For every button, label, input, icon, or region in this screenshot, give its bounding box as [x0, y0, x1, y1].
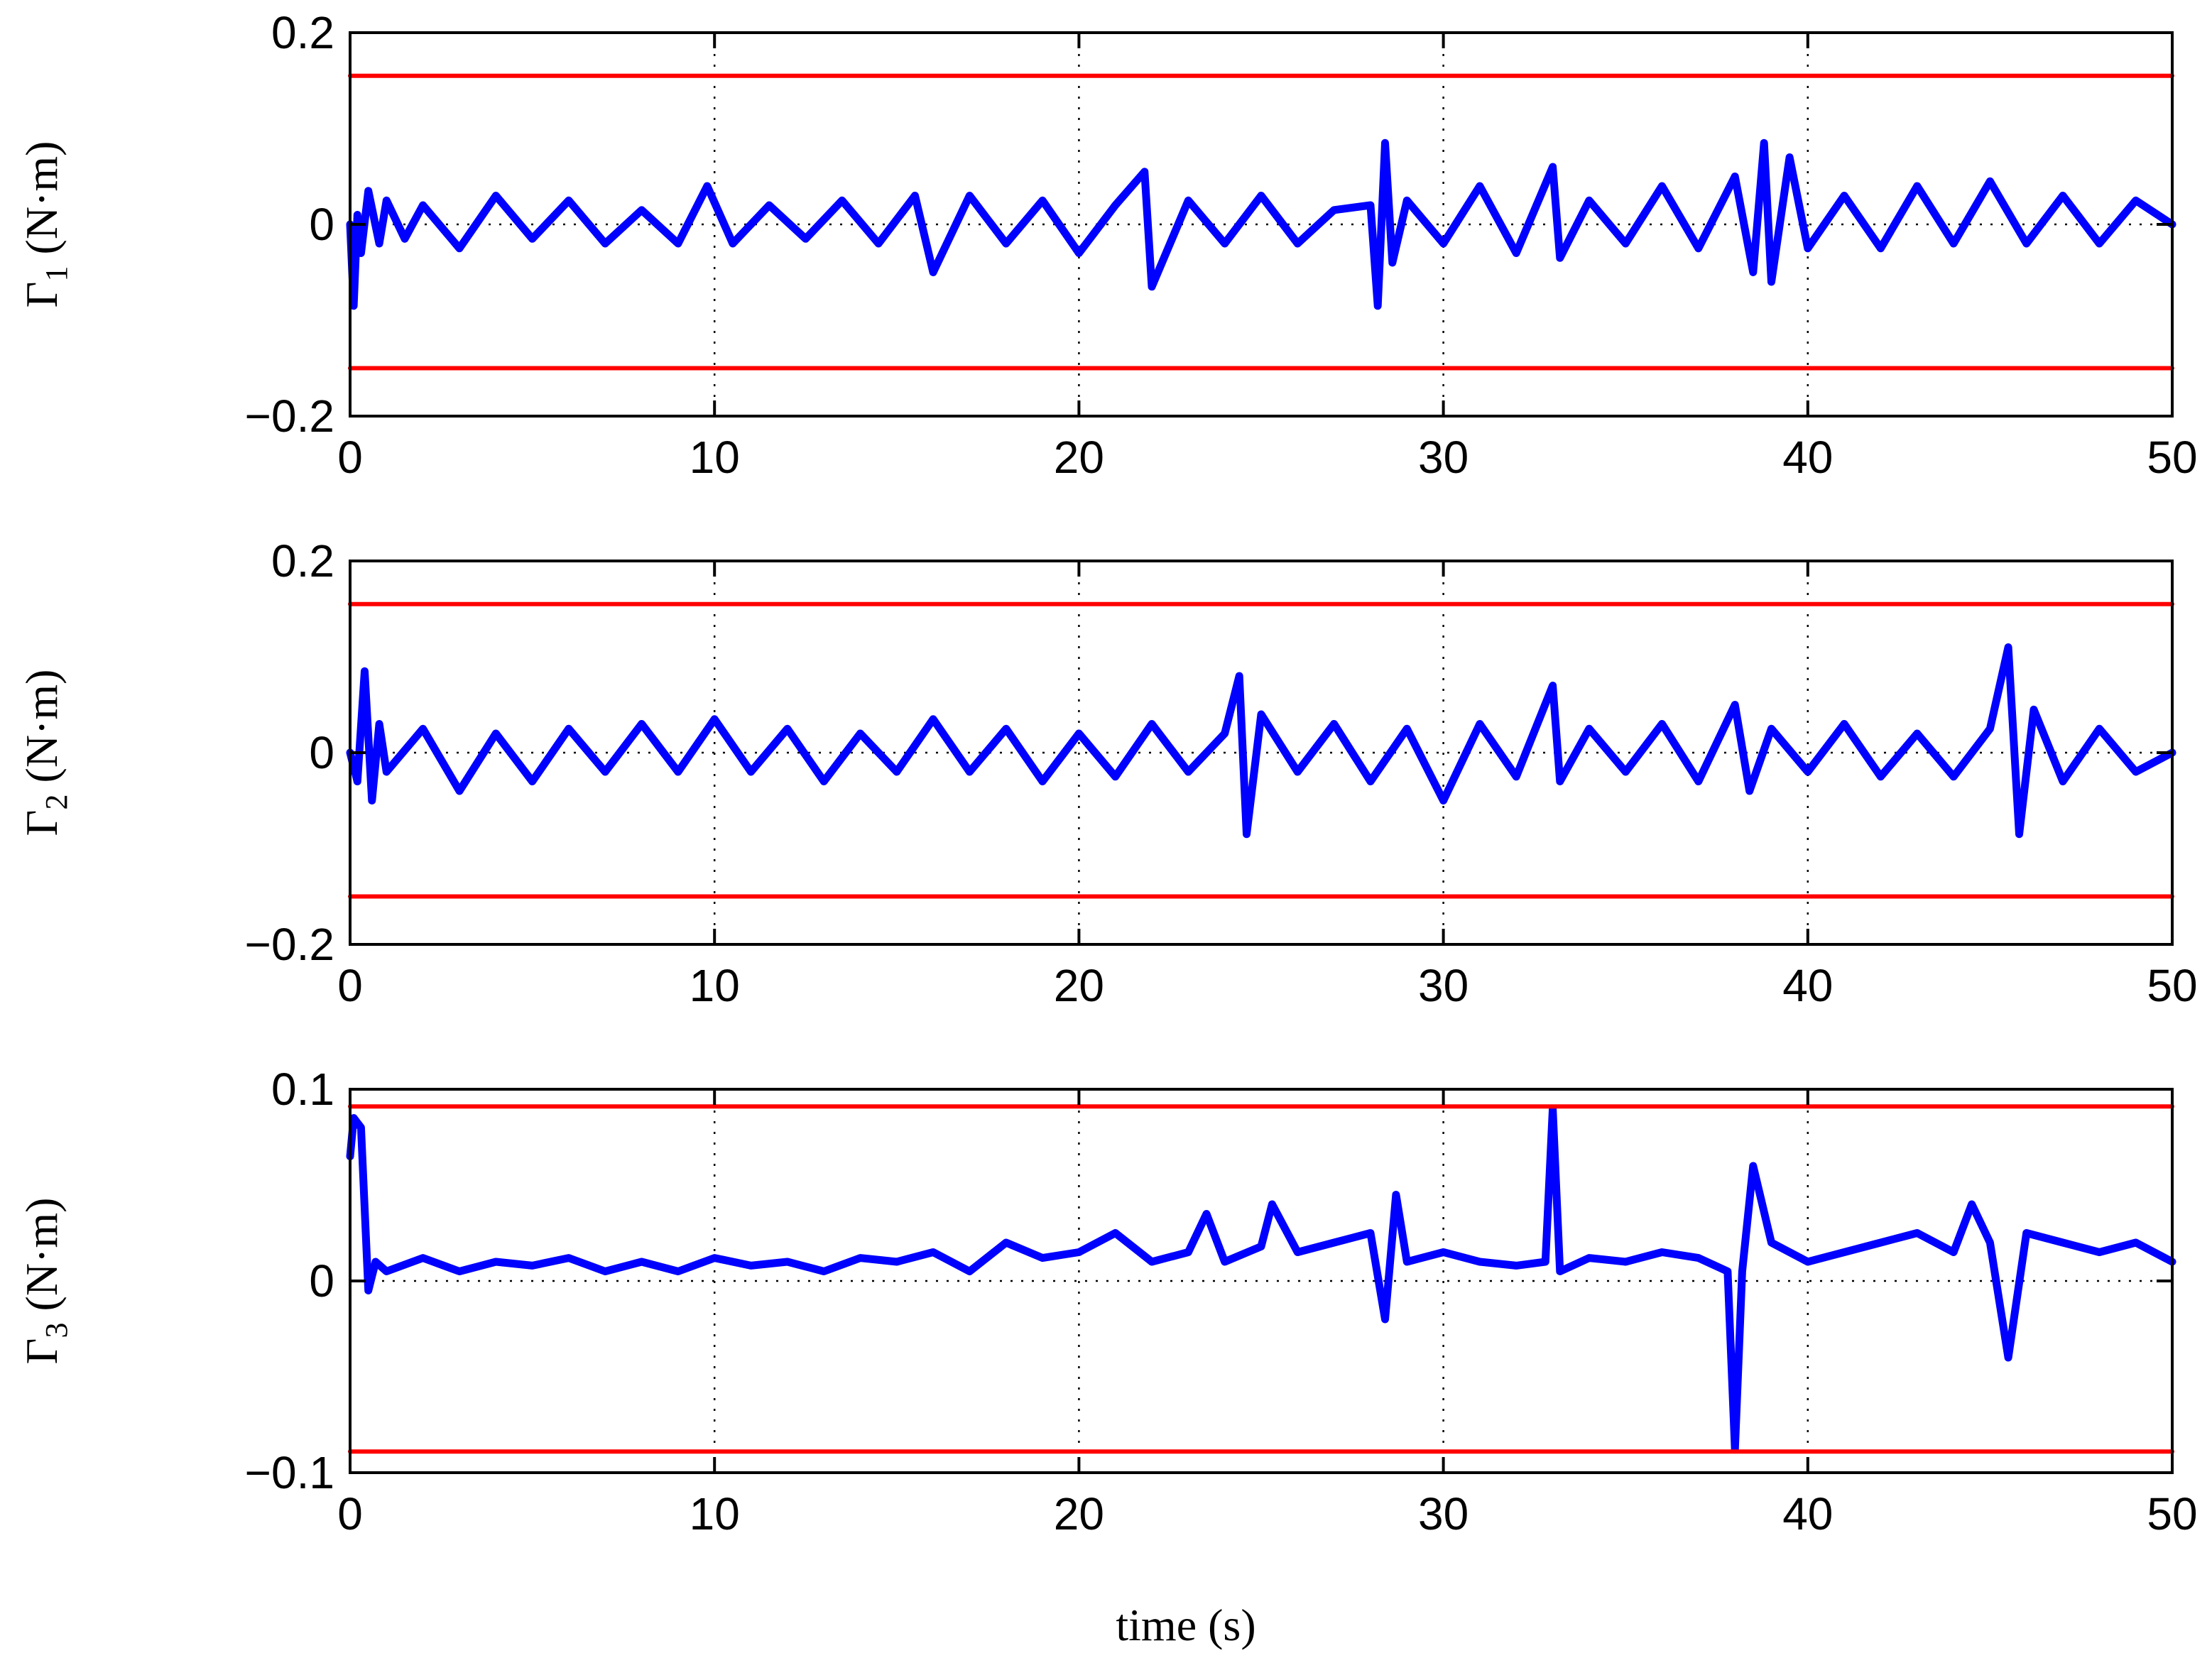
subplot-3: 0 10 20 30 40 500.10−0.1Γ3 (N·m): [16, 1064, 2198, 1539]
y-tick-label: 0: [309, 1255, 334, 1307]
x-tick-label: 50: [2147, 1488, 2197, 1539]
x-tick-label: 40: [1782, 1488, 1833, 1539]
torque-series-line: [346, 643, 2176, 839]
y-tick-label: 0.2: [271, 7, 334, 58]
subplot-2: 0 10 20 30 40 500.20−0.2Γ2 (N·m): [16, 535, 2198, 1011]
x-tick-label: 30: [1418, 432, 1469, 483]
x-tick-label: 20: [1054, 432, 1104, 483]
y-tick-label: −0.1: [245, 1447, 334, 1498]
y-axis-label: Γ3 (N·m): [16, 1198, 74, 1365]
y-tick-label: 0.2: [271, 535, 334, 587]
x-tick-label: 30: [1418, 960, 1469, 1011]
axes-frame: [349, 1088, 2174, 1474]
torque-series-line: [346, 138, 2176, 310]
subplot-1: 0 10 20 30 40 500.20−0.2Γ1 (N·m): [16, 7, 2198, 483]
torque-series-line: [346, 1104, 2176, 1454]
x-tick-label: 40: [1782, 960, 1833, 1011]
x-tick-label: 10: [690, 432, 740, 483]
x-tick-label: 40: [1782, 432, 1833, 483]
x-tick-label: 0: [337, 1488, 363, 1539]
y-axis-label: Γ1 (N·m): [16, 141, 74, 308]
y-tick-label: 0.1: [271, 1064, 334, 1115]
x-axis-label: time (s): [1116, 1600, 1255, 1650]
x-tick-label: 10: [690, 960, 740, 1011]
x-tick-label: 50: [2147, 432, 2197, 483]
x-tick-label: 0: [337, 960, 363, 1011]
x-tick-label: 30: [1418, 1488, 1469, 1539]
y-tick-label: 0: [309, 727, 334, 778]
y-tick-label: −0.2: [245, 391, 334, 442]
x-tick-label: 50: [2147, 960, 2197, 1011]
x-tick-label: 0: [337, 432, 363, 483]
y-tick-label: −0.2: [245, 919, 334, 970]
y-tick-label: 0: [309, 199, 334, 250]
y-axis-label: Γ2 (N·m): [16, 670, 74, 836]
x-tick-label: 20: [1054, 1488, 1104, 1539]
x-tick-label: 20: [1054, 960, 1104, 1011]
x-tick-label: 10: [690, 1488, 740, 1539]
